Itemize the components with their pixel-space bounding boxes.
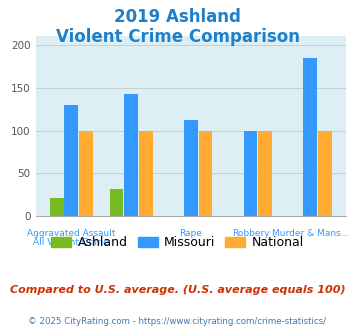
Bar [124,94,138,216]
Bar [110,189,123,216]
Bar [318,130,332,216]
Bar [79,130,93,216]
Bar [258,130,272,216]
Text: All Violent Crime: All Violent Crime [33,238,109,247]
Text: Violent Crime Comparison: Violent Crime Comparison [55,28,300,46]
Bar [198,130,212,216]
Text: Compared to U.S. average. (U.S. average equals 100): Compared to U.S. average. (U.S. average … [10,285,345,295]
Bar [65,105,78,216]
Text: Robbery: Robbery [232,229,269,238]
Text: Murder & Mans...: Murder & Mans... [272,229,349,238]
Bar [244,130,257,216]
Text: © 2025 CityRating.com - https://www.cityrating.com/crime-statistics/: © 2025 CityRating.com - https://www.city… [28,317,327,326]
Legend: Ashland, Missouri, National: Ashland, Missouri, National [46,231,309,254]
Bar [184,120,198,216]
Text: Rape: Rape [179,229,202,238]
Bar [304,58,317,216]
Bar [139,130,153,216]
Bar [50,198,64,216]
Text: 2019 Ashland: 2019 Ashland [114,8,241,26]
Text: Aggravated Assault: Aggravated Assault [27,229,116,238]
